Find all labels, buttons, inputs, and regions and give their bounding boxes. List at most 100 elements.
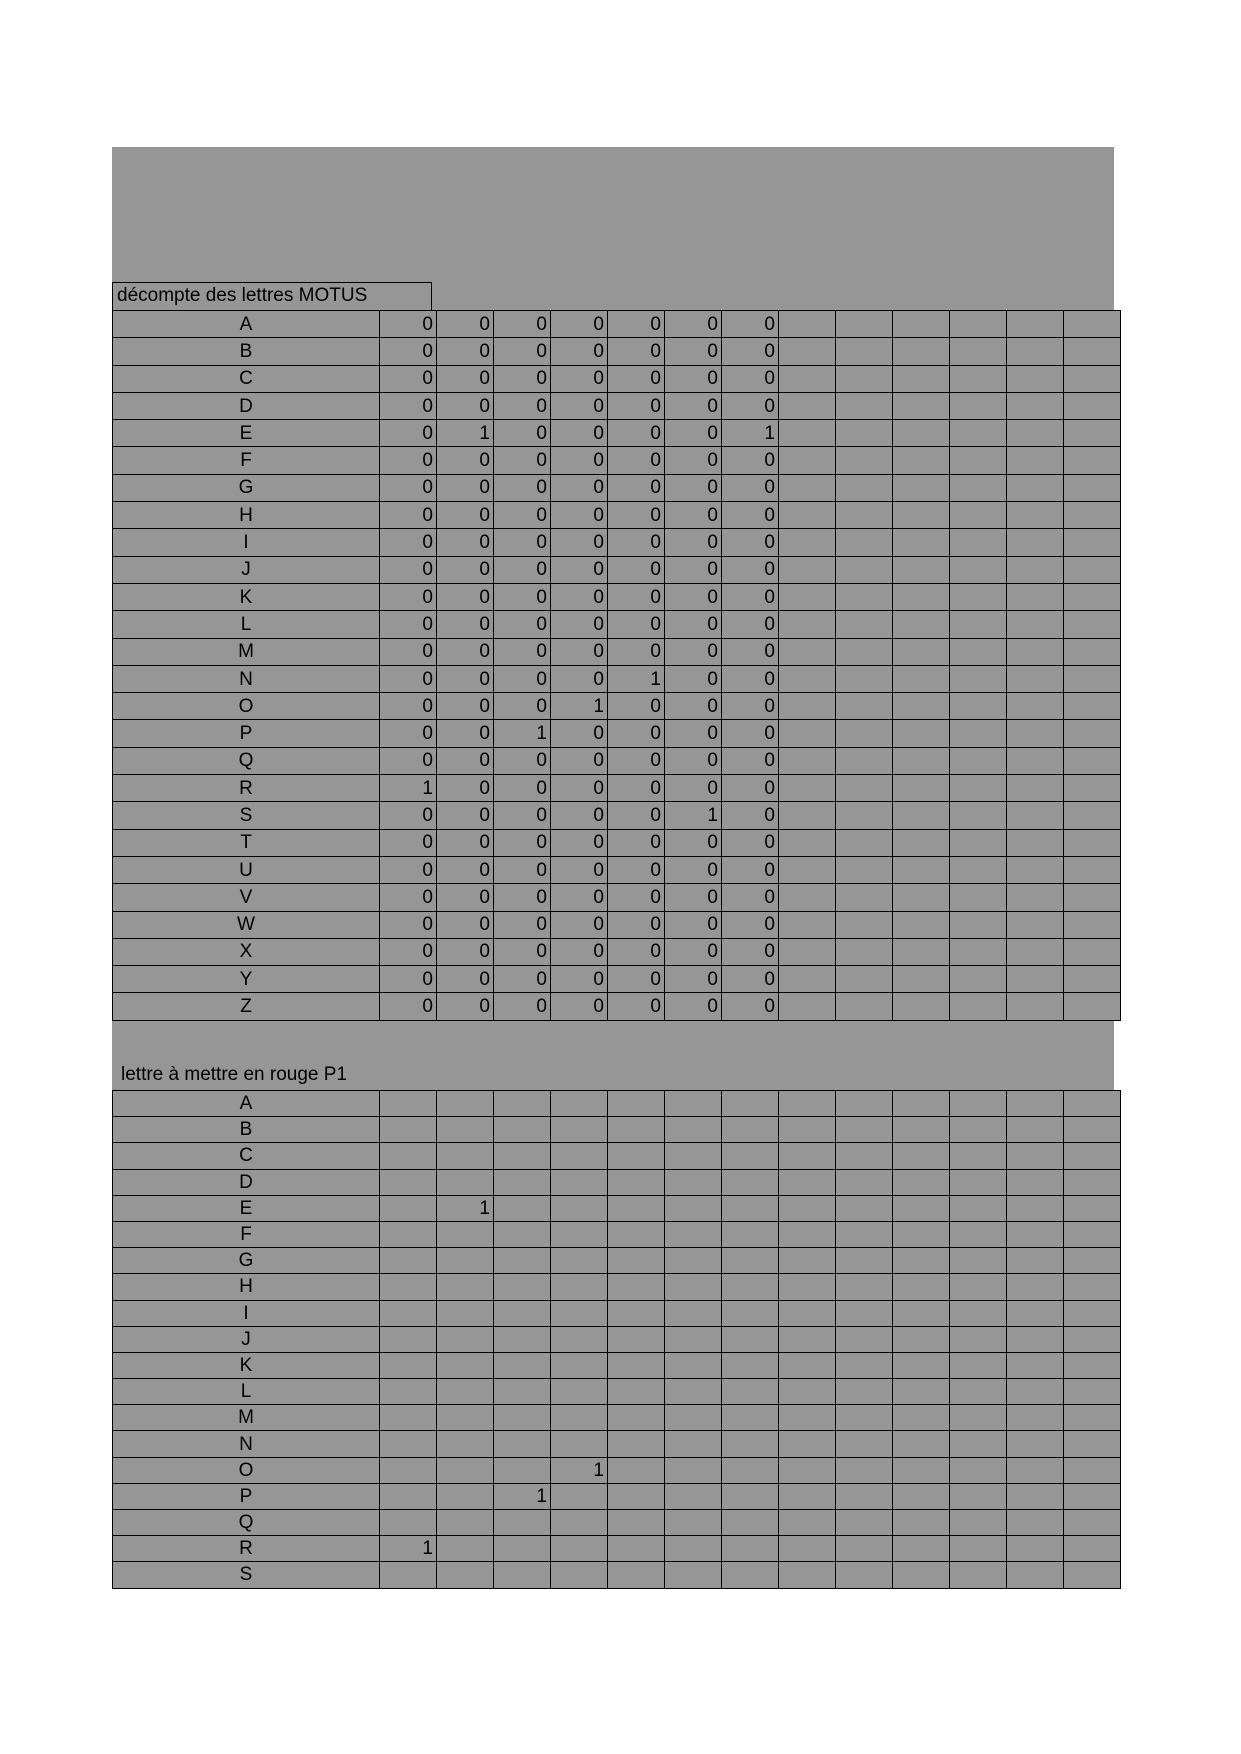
cell[interactable] xyxy=(721,1561,779,1589)
cell[interactable] xyxy=(835,1116,893,1144)
cell[interactable] xyxy=(1006,1168,1064,1196)
cell[interactable]: 0 xyxy=(550,446,608,475)
cell[interactable] xyxy=(436,1508,494,1537)
cell[interactable] xyxy=(892,965,950,994)
cell[interactable] xyxy=(550,1220,608,1249)
cell[interactable] xyxy=(835,965,893,994)
cell[interactable] xyxy=(949,1351,1007,1380)
cell[interactable]: 1 xyxy=(379,774,437,803)
cell[interactable]: 0 xyxy=(379,910,437,939)
cell[interactable] xyxy=(949,1430,1007,1458)
cell[interactable] xyxy=(778,1142,836,1170)
cell[interactable] xyxy=(379,1089,437,1118)
cell[interactable] xyxy=(778,774,836,803)
cell[interactable] xyxy=(949,937,1007,967)
cell[interactable] xyxy=(379,1247,437,1275)
cell[interactable] xyxy=(379,1508,437,1537)
cell[interactable] xyxy=(892,1089,950,1118)
cell[interactable]: 0 xyxy=(550,582,608,612)
cell[interactable] xyxy=(1006,1273,1064,1301)
row-letter[interactable]: H xyxy=(112,501,380,530)
cell[interactable] xyxy=(1063,828,1121,857)
cell[interactable]: 0 xyxy=(721,719,779,748)
cell[interactable]: 0 xyxy=(379,419,437,448)
cell[interactable] xyxy=(1006,1325,1064,1353)
cell[interactable] xyxy=(1063,746,1121,776)
cell[interactable] xyxy=(949,855,1007,885)
cell[interactable]: 0 xyxy=(379,746,437,776)
cell[interactable] xyxy=(778,1299,836,1327)
cell[interactable] xyxy=(949,364,1007,393)
cell[interactable] xyxy=(436,1325,494,1353)
cell[interactable]: 0 xyxy=(664,692,722,721)
cell[interactable] xyxy=(607,1404,665,1432)
cell[interactable]: 0 xyxy=(493,855,551,885)
cell[interactable] xyxy=(949,446,1007,475)
cell[interactable] xyxy=(778,828,836,857)
cell[interactable] xyxy=(1006,992,1064,1021)
row-letter[interactable]: S xyxy=(112,1561,380,1589)
cell[interactable]: 1 xyxy=(379,1535,437,1563)
cell[interactable] xyxy=(949,883,1007,912)
cell[interactable]: 0 xyxy=(379,992,437,1021)
cell[interactable] xyxy=(778,1247,836,1275)
cell[interactable] xyxy=(1063,610,1121,639)
cell[interactable] xyxy=(835,719,893,748)
cell[interactable]: 0 xyxy=(379,692,437,721)
cell[interactable] xyxy=(1063,937,1121,967)
cell[interactable]: 0 xyxy=(607,855,665,885)
cell[interactable] xyxy=(892,664,950,694)
cell[interactable] xyxy=(721,1378,779,1406)
cell[interactable]: 0 xyxy=(550,610,608,639)
cell[interactable] xyxy=(778,582,836,612)
cell[interactable]: 0 xyxy=(493,801,551,830)
cell[interactable]: 0 xyxy=(607,610,665,639)
cell[interactable] xyxy=(892,555,950,584)
cell[interactable] xyxy=(436,1142,494,1170)
row-letter[interactable]: O xyxy=(112,692,380,721)
cell[interactable]: 0 xyxy=(721,337,779,366)
cell[interactable] xyxy=(835,1194,893,1222)
row-letter[interactable]: L xyxy=(112,610,380,639)
cell[interactable] xyxy=(892,501,950,530)
cell[interactable] xyxy=(1006,446,1064,475)
cell[interactable] xyxy=(1063,664,1121,694)
cell[interactable] xyxy=(550,1116,608,1144)
cell[interactable] xyxy=(892,1299,950,1327)
cell[interactable] xyxy=(493,1325,551,1353)
cell[interactable] xyxy=(1006,664,1064,694)
cell[interactable] xyxy=(892,883,950,912)
cell[interactable] xyxy=(1063,1142,1121,1170)
cell[interactable]: 0 xyxy=(550,391,608,421)
cell[interactable] xyxy=(436,1561,494,1589)
cell[interactable] xyxy=(949,1325,1007,1353)
cell[interactable]: 0 xyxy=(721,309,779,339)
cell[interactable]: 0 xyxy=(493,473,551,503)
cell[interactable] xyxy=(721,1116,779,1144)
row-letter[interactable]: N xyxy=(112,1430,380,1458)
cell[interactable]: 1 xyxy=(493,719,551,748)
cell[interactable]: 0 xyxy=(493,992,551,1021)
cell[interactable] xyxy=(835,1273,893,1301)
cell[interactable]: 0 xyxy=(493,828,551,857)
row-letter[interactable]: Q xyxy=(112,1508,380,1537)
cell[interactable] xyxy=(379,1116,437,1144)
cell[interactable] xyxy=(835,774,893,803)
cell[interactable]: 0 xyxy=(550,883,608,912)
cell[interactable] xyxy=(835,1378,893,1406)
row-letter[interactable]: E xyxy=(112,1194,380,1222)
cell[interactable]: 0 xyxy=(664,555,722,584)
cell[interactable] xyxy=(835,1351,893,1380)
cell[interactable] xyxy=(493,1194,551,1222)
cell[interactable] xyxy=(778,1220,836,1249)
cell[interactable] xyxy=(721,1404,779,1432)
cell[interactable] xyxy=(949,1142,1007,1170)
cell[interactable] xyxy=(1006,1299,1064,1327)
cell[interactable] xyxy=(949,1273,1007,1301)
cell[interactable] xyxy=(721,1220,779,1249)
cell[interactable] xyxy=(778,937,836,967)
cell[interactable] xyxy=(1006,473,1064,503)
cell[interactable] xyxy=(379,1142,437,1170)
cell[interactable] xyxy=(949,801,1007,830)
cell[interactable] xyxy=(778,1116,836,1144)
